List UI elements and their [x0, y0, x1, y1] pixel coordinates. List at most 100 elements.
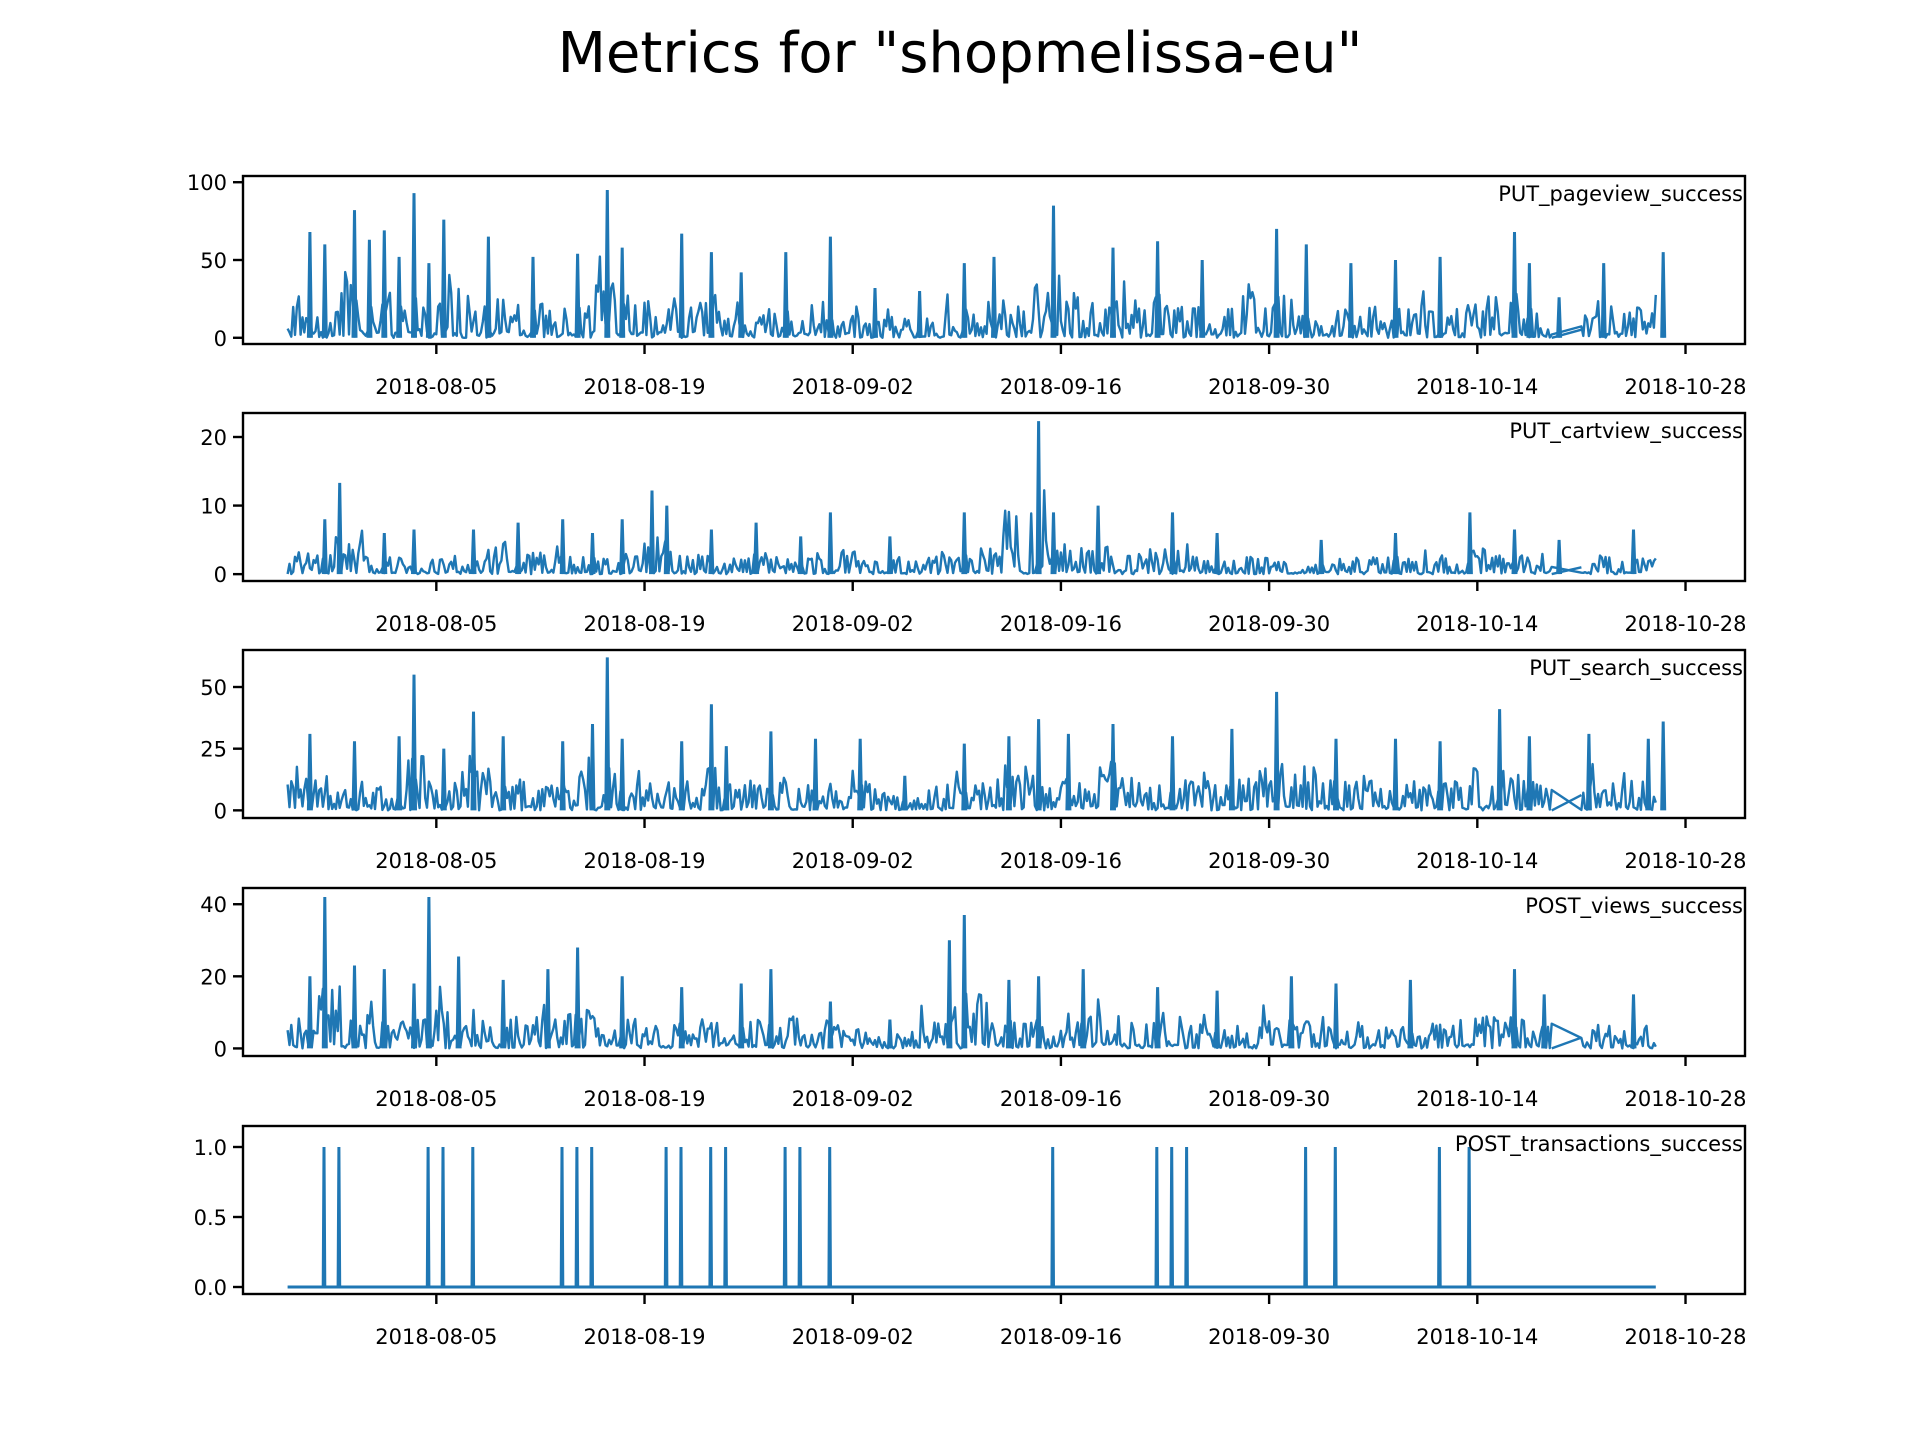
series-peak [827, 236, 834, 338]
series-peak [1437, 256, 1444, 338]
axes-frame [241, 1124, 1747, 1296]
series-peak [1437, 741, 1444, 811]
series-peak [1600, 263, 1607, 338]
series-peak [1050, 205, 1057, 338]
series-peak [1005, 979, 1012, 1049]
subplot-5: 0.0 0.5 1.0 2018-08-05 2018-08-19 2018-09-02 2… [194, 1124, 1747, 1349]
series-peak [708, 252, 715, 338]
legend-label: POST_transactions_success [1455, 1132, 1743, 1157]
series-peak [411, 674, 417, 811]
series-peak [1347, 263, 1354, 338]
series-peak [470, 529, 477, 575]
y-tick-label: 20 [200, 965, 227, 989]
series-peak [753, 522, 760, 575]
series-peak [1526, 736, 1533, 811]
series-peak [366, 239, 373, 338]
series-peak [1630, 994, 1637, 1049]
series-peak [901, 775, 908, 811]
series-peak [1169, 512, 1176, 575]
series-peak [1496, 709, 1503, 811]
series-peak [649, 490, 655, 575]
series-peak [1556, 297, 1563, 338]
series-gap-line [1551, 794, 1582, 812]
series-peak [1333, 738, 1339, 811]
series-peak [351, 210, 358, 338]
series-line-PUT_cartview_success [286, 489, 1657, 576]
series-peak [723, 746, 730, 811]
series-peak [574, 947, 581, 1049]
x-tick-label: 2018-10-28 [1624, 849, 1746, 873]
series-peak [321, 896, 328, 1049]
series-peak [500, 979, 507, 1049]
series-peak [1273, 228, 1280, 338]
series-peak [306, 733, 313, 811]
series-peak [857, 738, 864, 811]
series-peak [351, 965, 358, 1049]
series-gap-line [1551, 328, 1582, 339]
plot-area [286, 896, 1657, 1050]
series-peak [1407, 979, 1414, 1049]
series-peak [381, 969, 388, 1049]
series-line-PUT_pageview_success [286, 255, 1657, 339]
series-peak [515, 522, 522, 575]
series-peak [544, 969, 551, 1049]
series-peak [1154, 987, 1161, 1049]
axes-frame [241, 648, 1747, 820]
x-tick-label: 2018-09-02 [792, 849, 914, 873]
series-peak [738, 272, 745, 338]
subplot-2: 0 10 20 2018-08-05 2018-08-19 2018-09-02 2018-… [200, 411, 1747, 636]
y-tick-label: 25 [200, 738, 227, 762]
legend-label: PUT_cartview_success [1509, 419, 1743, 444]
series-peak [411, 193, 417, 338]
x-tick-label: 2018-09-02 [792, 1087, 914, 1111]
series-peak [351, 741, 358, 811]
series-peak [1511, 969, 1518, 1049]
series-peak [827, 512, 834, 575]
series-peak [440, 748, 447, 811]
series-peak [1541, 994, 1548, 1049]
series-peak [1288, 976, 1295, 1049]
y-tick-label: 0 [214, 327, 227, 351]
series-peak [619, 247, 626, 338]
series-peak [440, 219, 447, 338]
series-peak [872, 287, 878, 338]
series-peak [827, 1001, 834, 1049]
series-peak [589, 532, 596, 575]
x-tick-label: 2018-09-16 [1000, 849, 1122, 873]
x-tick-label: 2018-08-05 [375, 1325, 497, 1349]
series-peak [306, 231, 313, 338]
plot-area [287, 1146, 1656, 1289]
series-peak [396, 256, 403, 338]
series-peak [1645, 738, 1652, 811]
series-peak [1318, 539, 1325, 575]
legend-label: POST_views_success [1525, 894, 1743, 919]
y-tick-label: 50 [200, 676, 227, 700]
x-tick-label: 2018-09-16 [1000, 1087, 1122, 1111]
series-peak [321, 519, 328, 575]
series-peak [1333, 983, 1339, 1049]
series-peak [1065, 733, 1072, 811]
series-peak [574, 253, 581, 338]
series-peak [559, 741, 566, 811]
series-peak [797, 536, 804, 575]
series-peak [708, 704, 715, 811]
series-peak [886, 1019, 893, 1049]
x-tick-label: 2018-09-16 [1000, 375, 1122, 399]
series-peak [961, 263, 968, 338]
x-tick-label: 2018-08-05 [375, 612, 497, 636]
series-peak [946, 940, 953, 1049]
series-peak [425, 263, 432, 338]
x-tick-label: 2018-10-14 [1416, 375, 1538, 399]
series-peak [886, 536, 893, 575]
series-peak [530, 256, 536, 338]
series-peak [782, 252, 789, 338]
series-peak [306, 976, 313, 1049]
plot-area [286, 421, 1657, 576]
series-peak [1110, 723, 1116, 811]
series-peak [1273, 691, 1280, 811]
y-tick-label: 100 [187, 171, 227, 195]
x-tick-label: 2018-09-30 [1208, 1325, 1330, 1349]
subplot-3: 0 25 50 2018-08-05 2018-08-19 2018-09-02 2018-… [200, 648, 1747, 873]
